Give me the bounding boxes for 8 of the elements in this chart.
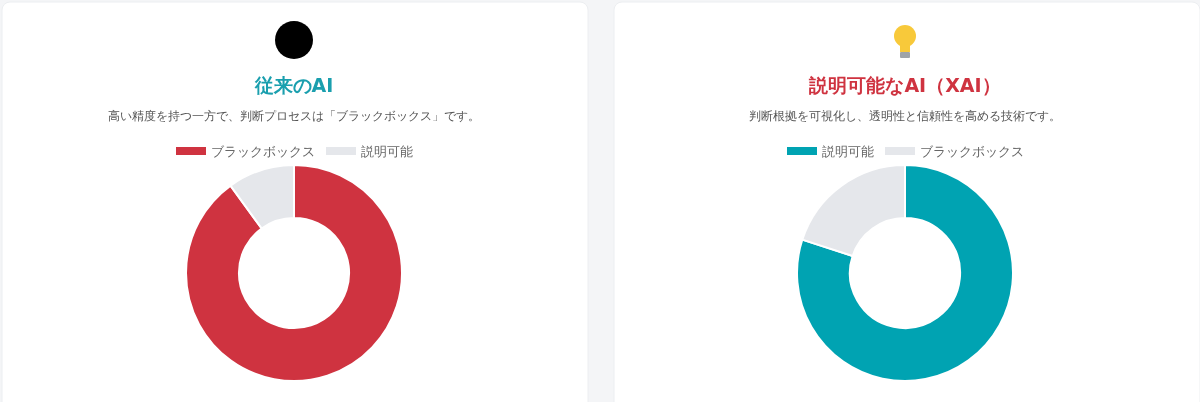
legend-label: 説明可能 [822, 144, 874, 159]
legend-label: 説明可能 [361, 144, 413, 159]
chart-subtitle: 判断根拠を可視化し、透明性と信頼性を高める技術です。 [749, 109, 1061, 123]
legend-label: ブラックボックス [211, 144, 315, 159]
legend-label: ブラックボックス [920, 144, 1024, 159]
chart-subtitle: 高い精度を持つ一方で、判断プロセスは「ブラックボックス」です。 [108, 109, 480, 123]
chart-title: 従来のAI [253, 74, 334, 96]
chart-title: 説明可能なAI（XAI） [808, 74, 1001, 96]
